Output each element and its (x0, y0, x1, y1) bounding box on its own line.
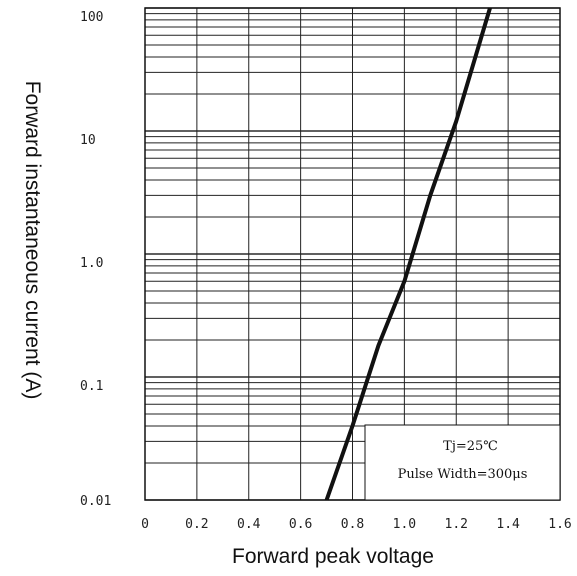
x-tick-label: 0.2 (185, 517, 208, 532)
annotation-line-1: Tj=25℃ (443, 439, 498, 454)
annotation-box (364, 424, 561, 501)
x-tick-label: 0.4 (237, 517, 261, 532)
x-tick-label: 1.2 (445, 517, 468, 532)
annotation-line-2: Pulse Width=300μs (398, 467, 528, 482)
y-tick-label: 10 (80, 133, 96, 148)
y-tick-label: 1.0 (80, 256, 103, 271)
y-tick-label: 100 (80, 10, 103, 25)
y-tick-label: 0.01 (80, 494, 111, 509)
x-tick-label: 0.6 (289, 517, 312, 532)
x-tick-label: 0 (141, 517, 149, 532)
x-tick-label: 0.8 (341, 517, 364, 532)
x-tick-label: 1.6 (548, 517, 571, 532)
x-tick-label: 1.0 (393, 517, 416, 532)
x-axis-title: Forward peak voltage (232, 545, 434, 568)
y-tick-label: 0.1 (80, 379, 103, 394)
x-tick-labels: 0 0.2 0.4 0.6 0.8 1.0 1.2 1.4 1.6 (141, 517, 572, 532)
y-tick-labels: 0.01 0.1 1.0 10 100 (80, 10, 111, 509)
y-axis-title: Forward instantaneous current (A) (21, 81, 44, 400)
plot-frame (144, 7, 561, 501)
series-line (324, 7, 492, 501)
x-tick-label: 1.4 (496, 517, 520, 532)
